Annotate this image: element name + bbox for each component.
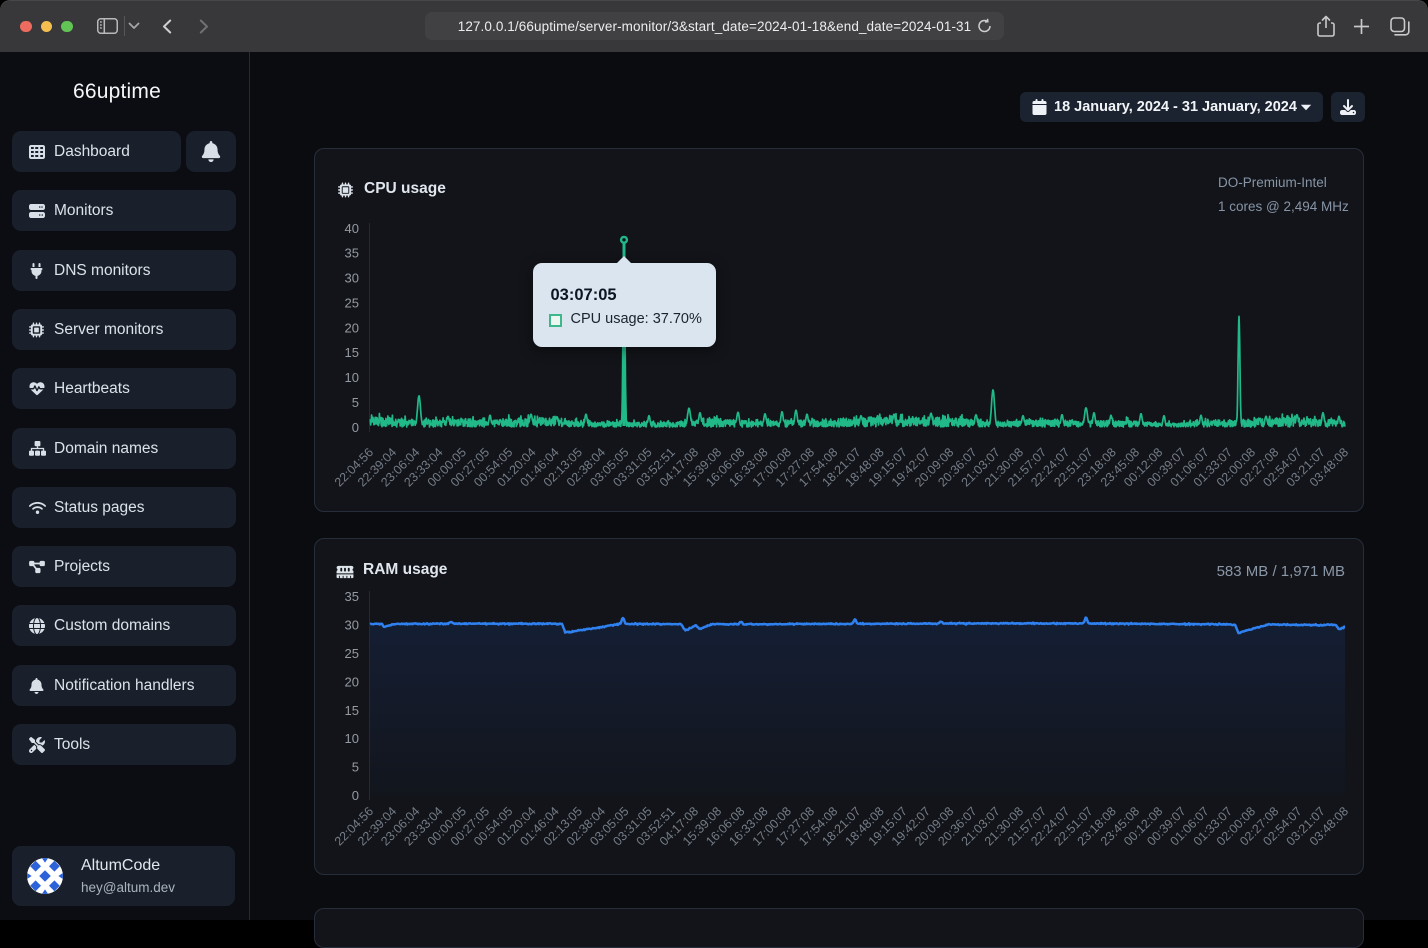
svg-text:5: 5 [352, 760, 359, 775]
svg-text:35: 35 [345, 589, 359, 604]
svg-text:10: 10 [345, 731, 359, 746]
svg-text:5: 5 [352, 395, 359, 410]
svg-text:10: 10 [345, 370, 359, 385]
svg-text:30: 30 [345, 271, 359, 286]
svg-text:25: 25 [345, 295, 359, 310]
svg-text:35: 35 [345, 246, 359, 261]
svg-text:20: 20 [345, 320, 359, 335]
svg-text:0: 0 [352, 788, 359, 803]
svg-text:20: 20 [345, 674, 359, 689]
svg-text:30: 30 [345, 618, 359, 633]
svg-text:25: 25 [345, 646, 359, 661]
svg-text:40: 40 [345, 221, 359, 236]
svg-text:0: 0 [352, 420, 359, 435]
svg-text:15: 15 [345, 345, 359, 360]
svg-text:15: 15 [345, 703, 359, 718]
